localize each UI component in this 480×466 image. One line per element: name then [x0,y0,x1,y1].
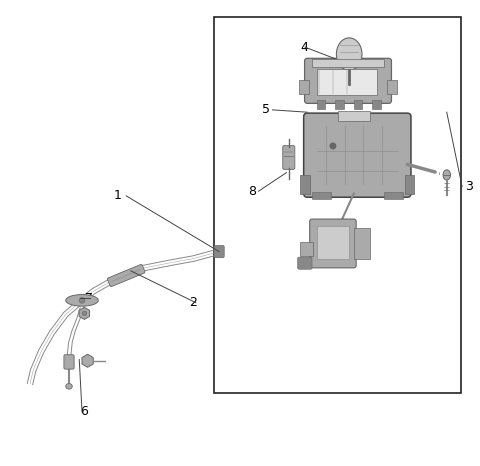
Ellipse shape [79,298,85,303]
Bar [317,226,349,259]
Bar [312,59,384,67]
Ellipse shape [66,295,98,306]
Bar [337,111,370,121]
Bar [387,80,397,94]
FancyBboxPatch shape [283,146,295,169]
Bar [299,80,309,94]
Ellipse shape [66,384,72,389]
Text: 7: 7 [85,292,93,305]
Text: 6: 6 [80,405,87,418]
Bar [335,100,344,109]
Polygon shape [82,354,93,367]
Ellipse shape [330,143,336,149]
Bar [317,69,377,95]
FancyBboxPatch shape [214,246,224,258]
Ellipse shape [336,38,362,70]
Text: 4: 4 [300,41,308,54]
Ellipse shape [82,311,87,315]
Text: 3: 3 [465,180,473,193]
Bar [384,192,403,199]
FancyBboxPatch shape [310,219,356,268]
Bar [372,100,381,109]
Text: 5: 5 [262,103,270,116]
Bar [354,228,370,259]
Text: 8: 8 [248,185,256,198]
FancyBboxPatch shape [108,264,145,287]
Polygon shape [79,308,90,319]
FancyBboxPatch shape [64,355,74,369]
Bar [317,100,325,109]
Text: 2: 2 [190,296,197,309]
Bar [312,192,331,199]
Bar [405,175,414,193]
FancyBboxPatch shape [304,113,411,197]
Ellipse shape [443,170,450,180]
Bar [300,175,310,193]
FancyBboxPatch shape [305,58,392,103]
FancyBboxPatch shape [298,257,312,269]
Bar [300,242,313,256]
Bar [354,100,362,109]
Text: 1: 1 [114,189,121,202]
Bar [215,17,461,393]
